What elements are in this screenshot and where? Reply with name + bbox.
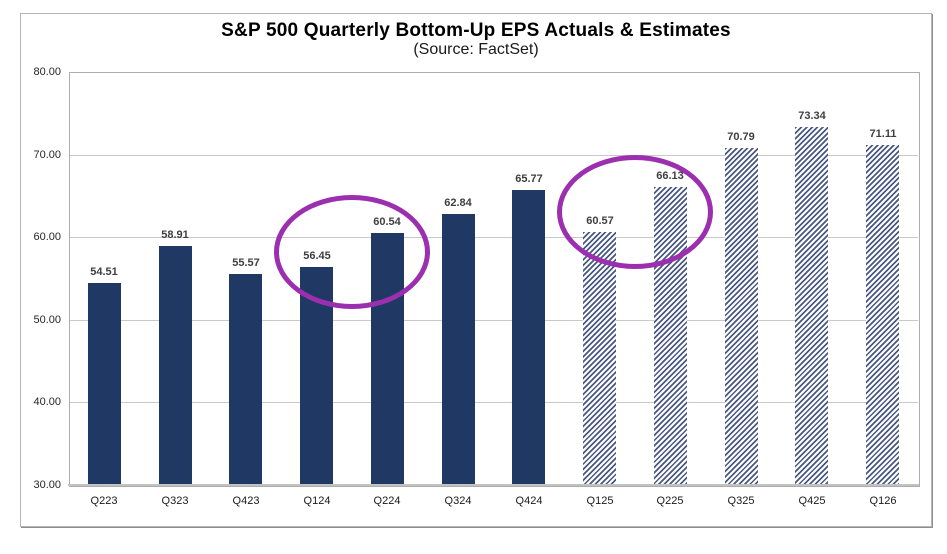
x-tick-label-Q224: Q224 (373, 495, 401, 507)
bar-Q325 (725, 148, 758, 485)
x-tick-label-Q325: Q325 (727, 495, 755, 507)
bar-Q324 (442, 214, 475, 485)
plot-border (69, 72, 920, 487)
annotation-ellipse-2 (557, 155, 713, 269)
bar-Q126 (866, 145, 899, 485)
annotation-ellipse-1 (274, 195, 430, 309)
gridline-50 (69, 320, 918, 321)
gridline-40 (69, 402, 918, 403)
y-tick-label-70: 70.00 (33, 149, 61, 161)
bar-value-label-Q126: 71.11 (869, 128, 897, 140)
bar-Q223 (88, 283, 121, 485)
x-tick-label-Q423: Q423 (232, 495, 260, 507)
x-tick-label-Q124: Q124 (303, 495, 331, 507)
gridline-70 (69, 155, 918, 156)
y-tick-label-60: 60.00 (33, 231, 61, 243)
bar-value-label-Q324: 62.84 (444, 197, 472, 209)
bar-Q424 (512, 190, 545, 485)
x-tick-label-Q125: Q125 (586, 495, 614, 507)
y-tick-label-80: 80.00 (33, 66, 61, 78)
x-tick-label-Q324: Q324 (444, 495, 472, 507)
y-tick-label-40: 40.00 (33, 396, 61, 408)
y-tick-label-30: 30.00 (33, 479, 61, 491)
x-tick-label-Q425: Q425 (798, 495, 826, 507)
chart-title: S&P 500 Quarterly Bottom-Up EPS Actuals … (221, 20, 731, 41)
chart-subtitle: (Source: FactSet) (413, 41, 539, 58)
x-tick-label-Q424: Q424 (515, 495, 543, 507)
bar-Q423 (229, 274, 262, 485)
bar-value-label-Q424: 65.77 (515, 173, 543, 185)
x-axis-line (68, 484, 919, 486)
x-tick-label-Q225: Q225 (656, 495, 684, 507)
x-tick-label-Q323: Q323 (161, 495, 189, 507)
bar-value-label-Q423: 55.57 (232, 257, 260, 269)
y-tick-label-50: 50.00 (33, 314, 61, 326)
bar-value-label-Q323: 58.91 (161, 229, 189, 241)
x-tick-label-Q126: Q126 (869, 495, 897, 507)
bar-Q125 (583, 232, 616, 485)
gridline-60 (69, 237, 918, 238)
x-tick-label-Q223: Q223 (90, 495, 118, 507)
bar-Q425 (795, 127, 828, 485)
bar-value-label-Q223: 54.51 (90, 266, 118, 278)
bar-value-label-Q325: 70.79 (727, 131, 755, 143)
bar-Q323 (159, 246, 192, 485)
bar-value-label-Q425: 73.34 (798, 110, 826, 122)
